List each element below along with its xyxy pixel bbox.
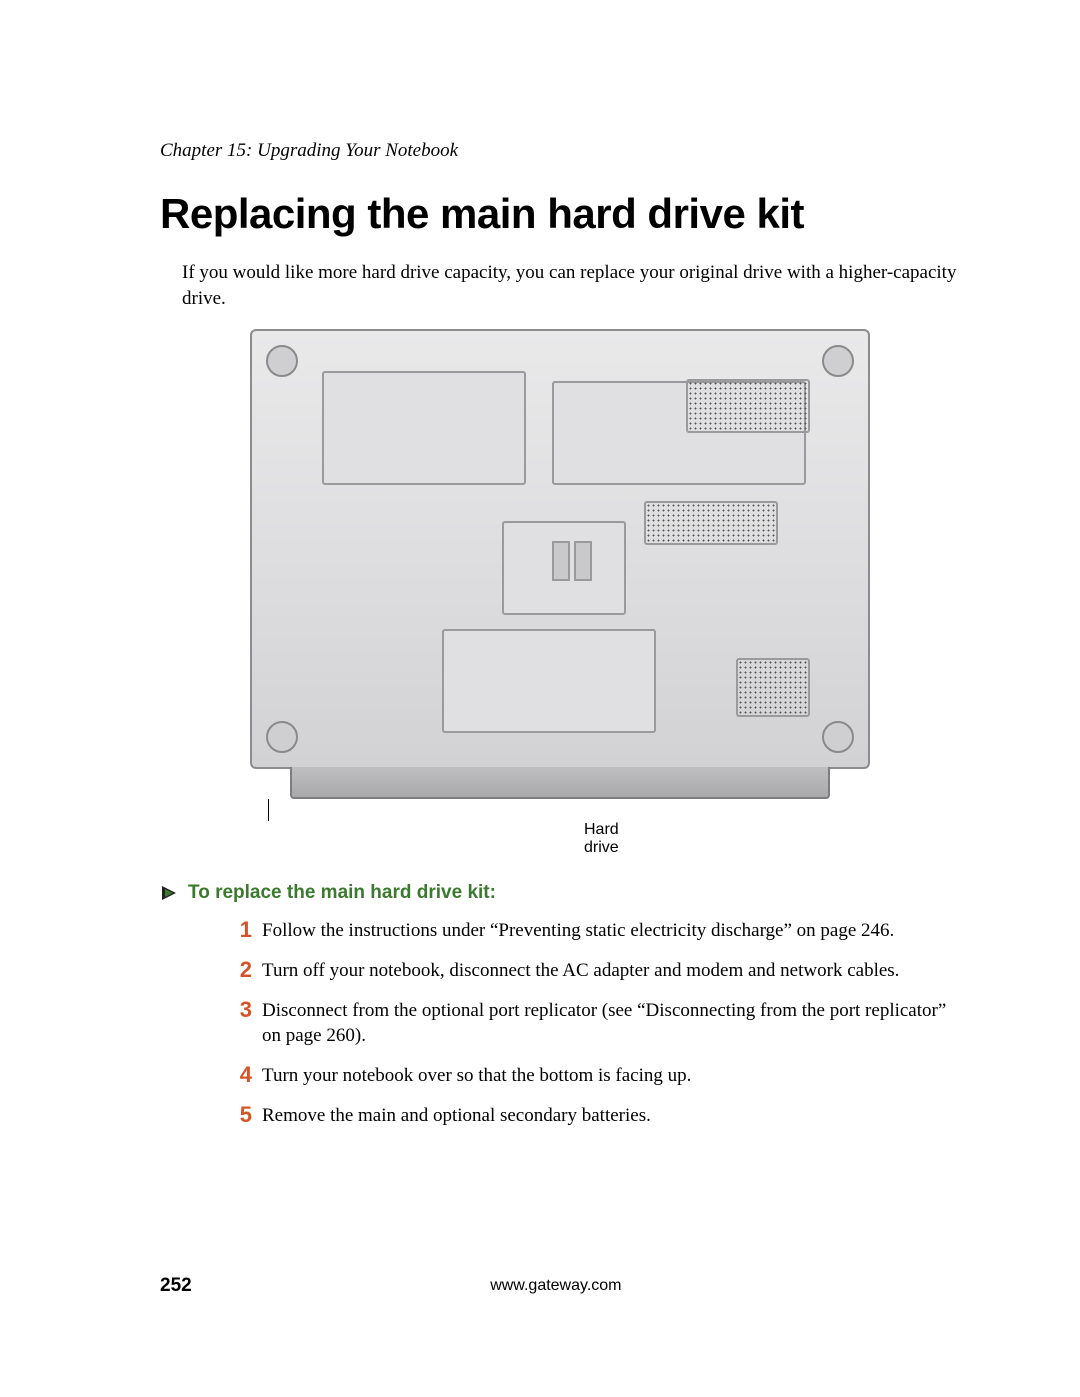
step-text: Turn off your notebook, disconnect the A… (262, 958, 899, 984)
intro-paragraph: If you would like more hard drive capaci… (182, 260, 960, 311)
procedure-heading: To replace the main hard drive kit: (188, 882, 496, 904)
step-item: 1 Follow the instructions under “Prevent… (224, 918, 960, 944)
step-text: Follow the instructions under “Preventin… (262, 918, 894, 944)
step-number: 1 (224, 918, 252, 942)
step-item: 3 Disconnect from the optional port repl… (224, 998, 960, 1049)
diagram-callout-label: Hard drive (584, 821, 960, 856)
page-title: Replacing the main hard drive kit (160, 190, 960, 238)
page-number: 252 (160, 1275, 192, 1297)
step-number: 3 (224, 998, 252, 1022)
step-text: Turn your notebook over so that the bott… (262, 1063, 691, 1089)
step-item: 5 Remove the main and optional secondary… (224, 1103, 960, 1129)
chapter-label: Chapter 15: Upgrading Your Notebook (160, 140, 960, 162)
step-text: Remove the main and optional secondary b… (262, 1103, 651, 1129)
notebook-underside-diagram: Hard drive (250, 329, 960, 856)
laptop-chassis-illustration (250, 329, 870, 799)
procedure-steps: 1 Follow the instructions under “Prevent… (224, 918, 960, 1128)
step-item: 4 Turn your notebook over so that the bo… (224, 1063, 960, 1089)
callout-leader-line (268, 799, 269, 821)
hard-drive-bay (442, 629, 656, 733)
triangle-bullet-icon (160, 884, 182, 902)
step-number: 2 (224, 958, 252, 982)
manual-page: Chapter 15: Upgrading Your Notebook Repl… (0, 0, 1080, 1397)
step-item: 2 Turn off your notebook, disconnect the… (224, 958, 960, 984)
step-number: 5 (224, 1103, 252, 1127)
procedure-heading-row: To replace the main hard drive kit: (160, 882, 960, 904)
step-number: 4 (224, 1063, 252, 1087)
footer-url: www.gateway.com (192, 1277, 920, 1295)
page-footer: 252 www.gateway.com (0, 1275, 1080, 1297)
step-text: Disconnect from the optional port replic… (262, 998, 960, 1049)
